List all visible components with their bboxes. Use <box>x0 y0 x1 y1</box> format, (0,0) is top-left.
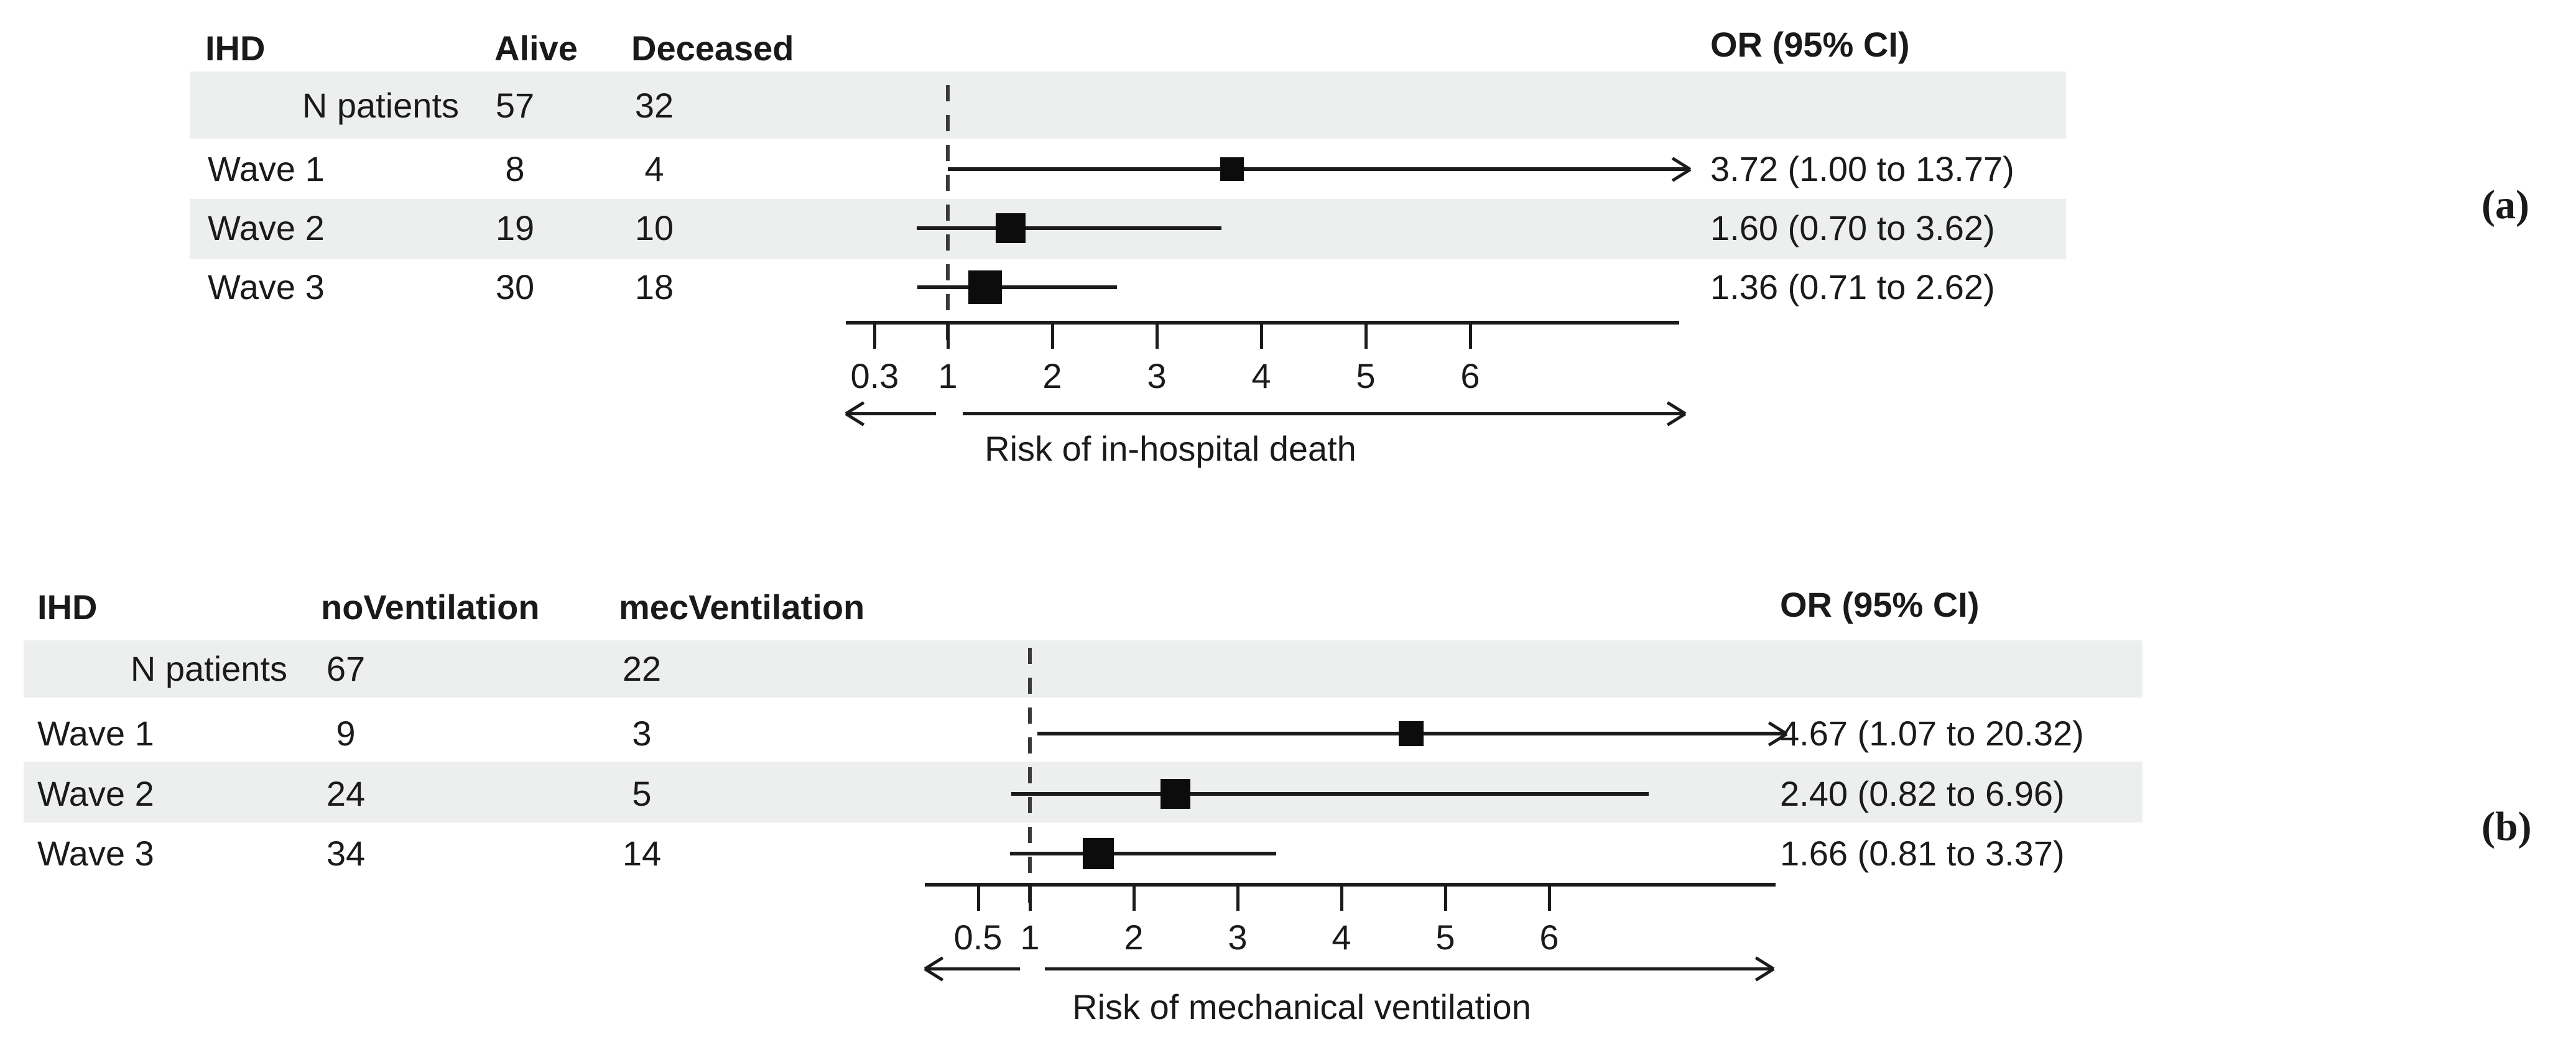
stripe-row-npatients-a <box>190 71 2066 139</box>
axis-tick <box>1340 885 1343 911</box>
left-direction-arrow <box>846 412 936 415</box>
axis-tick-label: 5 <box>1356 356 1376 395</box>
col2-header-a: Deceased <box>631 29 794 68</box>
or-header-a: OR (95% CI) <box>1710 25 1910 64</box>
row-label: N patients <box>130 649 287 688</box>
or-marker-wave2 <box>1160 779 1190 809</box>
axis-tick-label: 6 <box>1539 918 1559 957</box>
axis-tick <box>1029 885 1032 911</box>
axis-tick <box>1444 885 1447 911</box>
row-value: 8 <box>505 149 525 188</box>
col1-header-b: noVentilation <box>321 588 540 627</box>
row-label: Wave 2 <box>208 208 325 247</box>
row-value: 10 <box>634 208 674 247</box>
left-direction-arrow <box>925 967 1020 970</box>
ci-line-wave1 <box>948 167 1688 171</box>
row-value: 30 <box>495 267 535 306</box>
axis-tick-label: 2 <box>1124 918 1144 957</box>
axis-tick-label: 5 <box>1435 918 1455 957</box>
col2-header-b: mecVentilation <box>619 588 865 627</box>
axis-tick-label: 2 <box>1042 356 1062 395</box>
ci-line-wave3 <box>917 285 1118 289</box>
x-axis-b <box>925 883 1776 887</box>
row-value: 4 <box>644 149 664 188</box>
panel-tag-a: (a) <box>2481 182 2529 228</box>
axis-tick <box>1133 885 1136 911</box>
row-value: 14 <box>622 834 662 873</box>
or-marker-wave3 <box>1083 838 1114 869</box>
row-value: 18 <box>634 267 674 306</box>
row-value: 57 <box>495 86 535 125</box>
axis-tick <box>1051 323 1054 349</box>
group-header-b: IHD <box>37 588 98 627</box>
row-label: Wave 3 <box>208 267 325 306</box>
row-value: 24 <box>326 774 366 813</box>
axis-tick <box>873 323 877 349</box>
row-label: Wave 2 <box>37 774 154 813</box>
axis-tick <box>947 323 950 349</box>
row-value: 5 <box>632 774 652 813</box>
reference-line-or1-a <box>946 85 950 348</box>
row-value: 19 <box>495 208 535 247</box>
row-value: 3 <box>632 714 652 753</box>
axis-tick <box>976 885 980 911</box>
or-value: 2.40 (0.82 to 6.96) <box>1780 774 2065 813</box>
axis-tick-label: 3 <box>1228 918 1248 957</box>
axis-tick <box>1236 885 1239 911</box>
row-label: Wave 1 <box>37 714 154 753</box>
row-value: 9 <box>336 714 356 753</box>
reference-line-or1-b <box>1028 648 1032 910</box>
group-header-a: IHD <box>205 29 266 68</box>
axis-tick-label: 0.3 <box>850 356 899 395</box>
stripe-row-npatients-b <box>24 640 2143 698</box>
axis-tick <box>1156 323 1159 349</box>
col1-header-a: Alive <box>494 29 578 68</box>
axis-tick <box>1260 323 1263 349</box>
ci-line-wave2 <box>916 226 1222 230</box>
or-header-b: OR (95% CI) <box>1780 585 1980 624</box>
or-value: 1.36 (0.71 to 2.62) <box>1710 267 1995 306</box>
row-value: 34 <box>326 834 366 873</box>
axis-tick <box>1469 323 1472 349</box>
row-value: 22 <box>622 649 662 688</box>
or-value: 4.67 (1.07 to 20.32) <box>1780 714 2084 753</box>
or-marker-wave2 <box>995 213 1026 243</box>
or-marker-wave1 <box>1220 157 1244 181</box>
row-label: N patients <box>302 86 459 125</box>
ci-line-wave2 <box>1011 792 1649 796</box>
axis-tick <box>1548 885 1551 911</box>
or-marker-wave1 <box>1398 721 1424 746</box>
axis-tick-label: 4 <box>1332 918 1351 957</box>
axis-tick-label: 1 <box>1020 918 1040 957</box>
axis-label-a: Risk of in-hospital death <box>985 429 1356 468</box>
row-label: Wave 3 <box>37 834 154 873</box>
row-value: 32 <box>634 86 674 125</box>
ci-line-wave3 <box>1010 852 1276 855</box>
axis-tick-label: 0.5 <box>953 918 1003 957</box>
or-value: 3.72 (1.00 to 13.77) <box>1710 149 2014 188</box>
axis-tick-label: 3 <box>1147 356 1167 395</box>
axis-tick-label: 4 <box>1251 356 1271 395</box>
or-value: 1.66 (0.81 to 3.37) <box>1780 834 2065 873</box>
or-marker-wave3 <box>968 270 1003 304</box>
panel-tag-b: (b) <box>2481 804 2532 849</box>
row-value: 67 <box>326 649 366 688</box>
right-direction-arrow <box>1045 967 1774 970</box>
axis-tick-label: 6 <box>1460 356 1480 395</box>
or-value: 1.60 (0.70 to 3.62) <box>1710 208 1995 247</box>
right-direction-arrow <box>963 412 1685 415</box>
axis-tick-label: 1 <box>938 356 958 395</box>
axis-label-b: Risk of mechanical ventilation <box>1072 987 1531 1026</box>
row-label: Wave 1 <box>208 149 325 188</box>
axis-tick <box>1364 323 1368 349</box>
